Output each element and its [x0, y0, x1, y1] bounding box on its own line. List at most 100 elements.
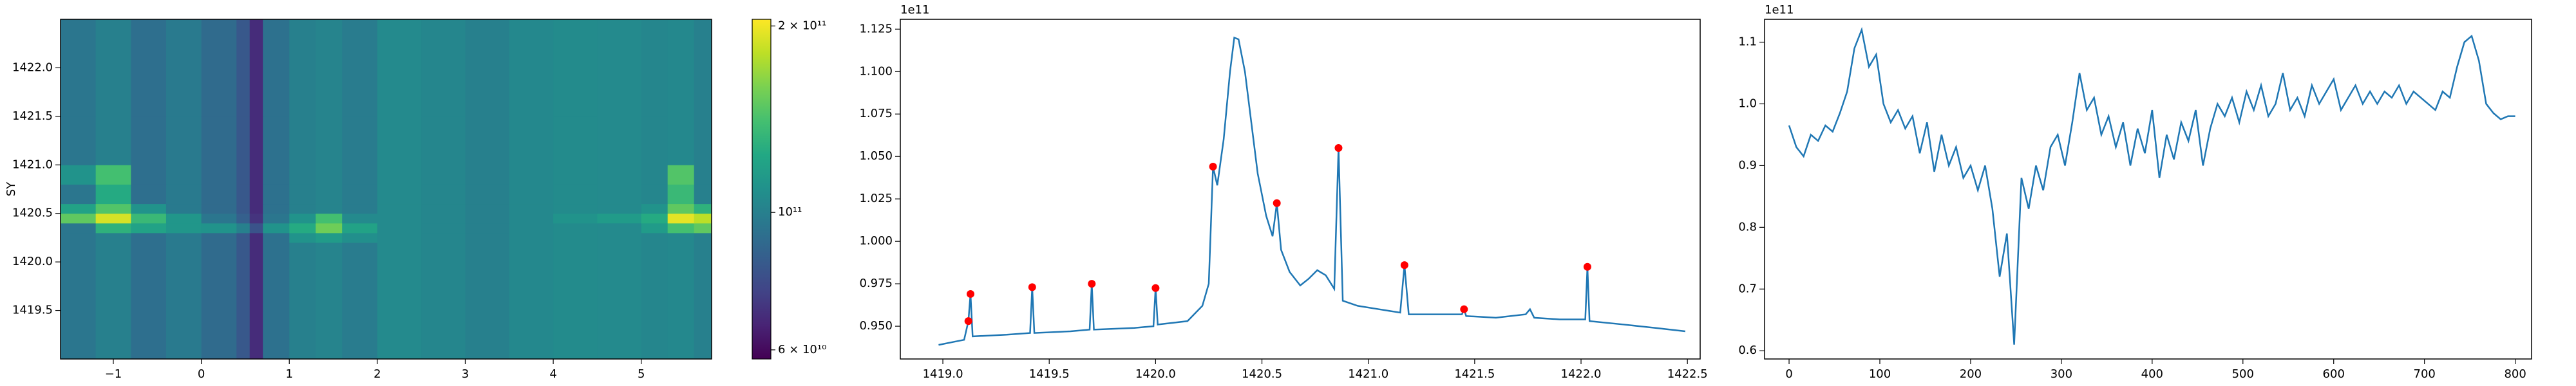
- heatmap-cell: [201, 68, 237, 117]
- y-tick-label: 1.075: [859, 107, 893, 120]
- heatmap-cell: [95, 19, 131, 68]
- heatmap-cell: [421, 213, 466, 224]
- y-tick-label: 1422.0: [12, 60, 53, 74]
- colorbar: [752, 19, 772, 360]
- heatmap-cell: [201, 19, 237, 68]
- heatmap-cell: [166, 116, 202, 165]
- heatmap-cell: [249, 262, 263, 311]
- heatmap-cell: [95, 184, 131, 205]
- heatmap-cell: [289, 19, 316, 68]
- heatmap-cell: [667, 68, 695, 117]
- heatmap-cell: [263, 232, 290, 243]
- peak-marker: [1400, 261, 1408, 270]
- heatmap-cell: [667, 203, 695, 214]
- x-tick-label: 0: [198, 367, 205, 381]
- heatmap-cell: [316, 213, 343, 224]
- heatmap-cell: [553, 310, 598, 360]
- heatmap-cell: [166, 203, 202, 214]
- x-tick-label: 1421.0: [1348, 367, 1388, 381]
- line-series: [1788, 26, 2515, 345]
- heatmap-cell: [263, 116, 290, 165]
- heatmap-cell: [236, 19, 251, 68]
- heatmap-cell: [95, 116, 131, 165]
- heatmap-cell: [694, 68, 712, 117]
- heatmap-cell: [95, 242, 131, 262]
- y-tick-label: 0.9: [1738, 158, 1757, 172]
- heatmap-cell: [465, 203, 510, 214]
- heatmap-cell: [509, 203, 554, 214]
- heatmap-cell: [236, 310, 251, 360]
- heatmap-cell: [553, 262, 598, 311]
- x-tick-label: 800: [2504, 367, 2526, 381]
- heatmap-cell: [597, 310, 642, 360]
- heatmap-cell: [377, 242, 422, 262]
- y-tick-label: 1420.0: [12, 255, 53, 268]
- axes-frame: [60, 19, 712, 360]
- heatmap-cell: [641, 116, 668, 165]
- heatmap-cell: [509, 68, 554, 117]
- heatmap-cell: [509, 223, 554, 234]
- heatmap-cell: [201, 223, 237, 234]
- heatmap-cell: [61, 242, 97, 262]
- y-offset-text: 1e11: [1765, 3, 1794, 17]
- y-tick-label: 1.100: [859, 64, 893, 78]
- heatmap-cell: [201, 203, 237, 214]
- peak-marker: [1334, 144, 1343, 152]
- heatmap-cell: [95, 68, 131, 117]
- heatmap-cell: [342, 310, 378, 360]
- heatmap-cell: [667, 223, 695, 234]
- y-tick-label: 0.6: [1738, 344, 1757, 357]
- x-tick-label: 300: [2050, 367, 2072, 381]
- y-tick-label: 1.050: [859, 149, 893, 163]
- heatmap-cell: [465, 223, 510, 234]
- heatmap-cell: [263, 68, 290, 117]
- heatmap-cell: [201, 116, 237, 165]
- heatmap-cell: [131, 19, 167, 68]
- x-tick-label: 1422.5: [1667, 367, 1708, 381]
- heatmap-cell: [236, 242, 251, 262]
- heatmap-cell: [95, 262, 131, 311]
- heatmap-cell: [421, 223, 466, 234]
- heatmap-cell: [166, 310, 202, 360]
- heatmap-cell: [236, 165, 251, 185]
- heatmap-cell: [289, 262, 316, 311]
- heatmap-cell: [597, 116, 642, 165]
- heatmap-cell: [465, 68, 510, 117]
- heatmap-cell: [342, 165, 378, 185]
- heatmap-cell: [316, 262, 343, 311]
- heatmap-cell: [316, 184, 343, 205]
- heatmap-cell: [236, 184, 251, 205]
- heatmap-cell: [667, 213, 695, 224]
- heatmap-cell: [377, 19, 422, 68]
- heatmap-cell: [694, 19, 712, 68]
- heatmap-cell: [597, 242, 642, 262]
- heatmap-cell: [667, 232, 695, 243]
- heatmap-cell: [597, 184, 642, 205]
- heatmap-cell: [289, 213, 316, 224]
- heatmap-cell: [421, 68, 466, 117]
- heatmap-cell: [667, 262, 695, 311]
- y-tick-label: 1419.5: [12, 304, 53, 317]
- heatmap-cell: [249, 116, 263, 165]
- y-tick-label: 1.0: [1738, 96, 1757, 110]
- heatmap-cell: [377, 262, 422, 311]
- heatmap-cell: [597, 262, 642, 311]
- heatmap-cell: [553, 223, 598, 234]
- x-tick-label: 2: [374, 367, 381, 381]
- heatmap-cell: [249, 232, 263, 243]
- heatmap-cell: [263, 213, 290, 224]
- heatmap-cell: [465, 165, 510, 185]
- heatmap-cell: [263, 203, 290, 214]
- y-offset-text: 1e11: [900, 3, 929, 17]
- heatmap-cell: [641, 165, 668, 185]
- heatmap-cell: [316, 203, 343, 214]
- heatmap-cell: [289, 68, 316, 117]
- heatmap-cell: [61, 213, 97, 224]
- peak-marker: [1088, 280, 1096, 288]
- heatmap-cell: [263, 242, 290, 262]
- heatmap-cell: [694, 213, 712, 224]
- heatmap-cell: [61, 116, 97, 165]
- heatmap-cell: [342, 184, 378, 205]
- heatmap-cell: [61, 232, 97, 243]
